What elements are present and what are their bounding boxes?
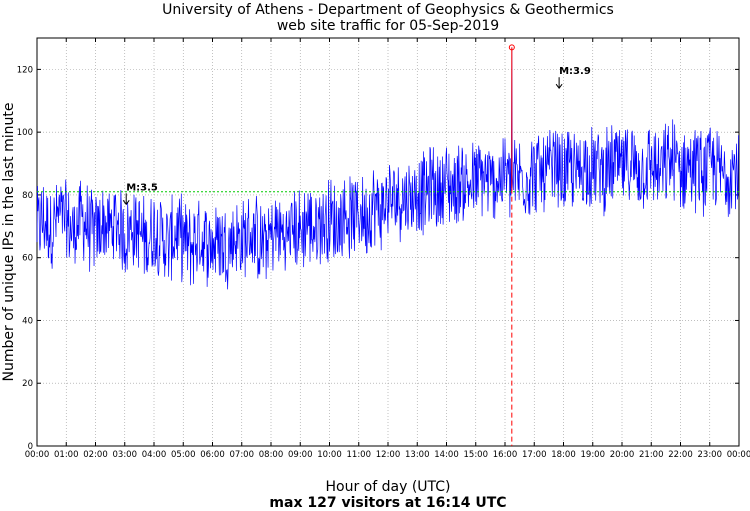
x-axis-ticks: 00:00 01:00 02:00 03:00 04:00 05:00 06:00 07:00… — [25, 38, 750, 460]
annotation-arrowhead — [122, 200, 130, 206]
x-tick-label: 00:00 — [727, 450, 750, 460]
traffic-series — [36, 47, 739, 290]
y-tick-label: 20 — [22, 379, 33, 389]
x-tick-label: 20:00 — [610, 450, 635, 460]
x-tick-label: 22:00 — [668, 450, 693, 460]
annotation-arrowhead — [555, 83, 563, 90]
earthquake-annotation: M:3.5 — [126, 182, 158, 193]
x-tick-label: 03:00 — [113, 450, 138, 460]
earthquake-annotation: M:3.9 — [559, 66, 591, 77]
chart-title: University of Athens - Department of Geo… — [162, 2, 614, 18]
y-tick-label: 80 — [22, 191, 33, 201]
x-tick-label: 10:00 — [317, 450, 342, 460]
x-tick-label: 00:00 — [25, 450, 50, 460]
x-tick-label: 13:00 — [405, 450, 430, 460]
chart-subtitle: web site traffic for 05-Sep-2019 — [277, 18, 499, 34]
max-marker — [508, 44, 515, 446]
x-tick-label: 09:00 — [288, 450, 313, 460]
y-axis-ticks: 0 20 40 60 80 100 120 — [17, 65, 739, 452]
x-tick-label: 21:00 — [639, 450, 664, 460]
x-tick-label: 17:00 — [522, 450, 547, 460]
x-tick-label: 05:00 — [171, 450, 196, 460]
y-tick-label: 0 — [28, 442, 33, 452]
y-tick-label: 100 — [17, 128, 33, 138]
traffic-line — [36, 47, 739, 290]
y-tick-label: 60 — [22, 254, 33, 264]
max-visitors-caption: max 127 visitors at 16:14 UTC — [269, 495, 506, 511]
x-tick-label: 04:00 — [142, 450, 167, 460]
y-tick-label: 120 — [17, 65, 33, 75]
grid-lines — [37, 38, 739, 446]
x-tick-label: 07:00 — [230, 450, 255, 460]
x-tick-label: 08:00 — [259, 450, 284, 460]
x-tick-label: 06:00 — [200, 450, 225, 460]
x-tick-label: 18:00 — [551, 450, 576, 460]
annotations: M:3.5 M:3.9 — [122, 66, 591, 206]
x-axis-label: Hour of day (UTC) — [326, 479, 451, 495]
x-tick-label: 23:00 — [698, 450, 723, 460]
y-axis-label: Number of unique IPs in the last minute — [1, 103, 17, 382]
y-tick-label: 40 — [22, 316, 33, 326]
x-tick-label: 19:00 — [581, 450, 606, 460]
x-tick-label: 14:00 — [434, 450, 459, 460]
x-tick-label: 16:00 — [493, 450, 518, 460]
max-marker-circle — [508, 44, 515, 51]
x-tick-label: 11:00 — [347, 450, 372, 460]
x-tick-label: 15:00 — [464, 450, 489, 460]
x-tick-label: 01:00 — [54, 450, 79, 460]
x-tick-label: 12:00 — [376, 450, 401, 460]
x-tick-label: 02:00 — [83, 450, 108, 460]
